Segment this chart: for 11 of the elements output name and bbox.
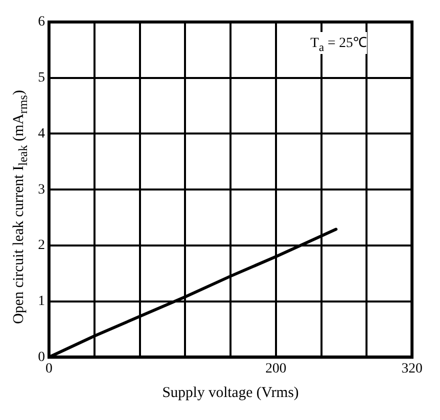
y-tick-label: 1	[38, 294, 45, 310]
y-tick-label: 4	[38, 126, 45, 142]
y-tick-label: 5	[38, 70, 45, 86]
x-tick-label: 320	[402, 361, 422, 376]
x-axis-title: Supply voltage (Vrms)	[162, 384, 299, 401]
y-tick-label: 0	[38, 350, 45, 365]
y-tick-label: 6	[38, 14, 45, 30]
y-tick-label: 3	[38, 182, 45, 198]
x-tick-label: 200	[265, 361, 286, 376]
annotation: T$_{a}$ = 25℃	[310, 32, 368, 54]
y-tick-label: 2	[38, 238, 45, 254]
